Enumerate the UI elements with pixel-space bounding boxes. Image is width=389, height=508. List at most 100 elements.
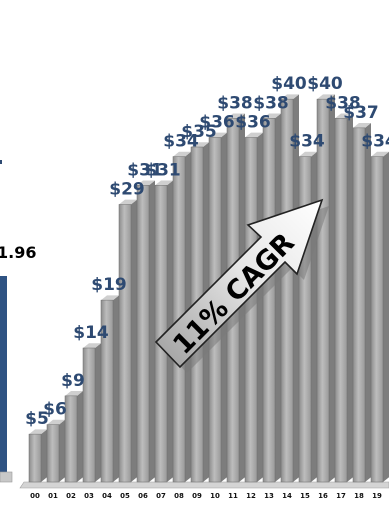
- bar-side: [257, 132, 263, 482]
- data-label-10: $36: [199, 112, 235, 132]
- data-label-07: $31: [145, 160, 181, 180]
- chart-floor: [19, 481, 389, 489]
- bar-side: [365, 123, 371, 483]
- bar-top: [29, 429, 47, 435]
- bar-15: [298, 151, 317, 483]
- bar-side: [383, 151, 389, 482]
- data-label-18: $37: [343, 103, 379, 123]
- x-tick-09: 09: [192, 492, 202, 500]
- bar-front: [136, 185, 150, 483]
- bar-front: [280, 98, 294, 483]
- bar-front: [334, 118, 348, 483]
- bar-19: [370, 151, 389, 483]
- data-label-09: $35: [181, 122, 217, 142]
- bar-14: [280, 94, 299, 483]
- bar-side: [293, 94, 299, 482]
- bar-top: [245, 132, 263, 138]
- bar-front: [370, 156, 384, 483]
- side-panel-bar-base: [0, 471, 13, 483]
- bar-06: [136, 180, 155, 483]
- bar-top: [317, 94, 335, 100]
- x-tick-18: 18: [354, 492, 364, 500]
- bar-top: [209, 132, 227, 138]
- bar-front: [28, 433, 42, 483]
- x-tick-00: 00: [30, 492, 40, 500]
- x-tick-13: 13: [264, 492, 274, 500]
- x-tick-06: 06: [138, 492, 148, 500]
- bar-16: [316, 94, 335, 483]
- bar-front: [316, 98, 330, 483]
- bar-03: [82, 343, 101, 483]
- bar-top: [137, 180, 155, 186]
- bar-side: [347, 113, 353, 482]
- side-panel-value-label: 1.96: [0, 243, 36, 262]
- bar-top: [299, 151, 317, 157]
- bar-top: [371, 151, 389, 157]
- bar-01: [46, 419, 65, 483]
- bar-top: [47, 419, 65, 425]
- bar-18: [352, 123, 371, 483]
- x-tick-17: 17: [336, 492, 346, 500]
- data-label-05: $29: [109, 179, 145, 199]
- side-panel-bar: [0, 276, 7, 482]
- data-label-04: $19: [91, 275, 127, 295]
- data-label-06: $31: [127, 160, 163, 180]
- data-label-15: $34: [289, 132, 325, 152]
- bar-front: [100, 299, 114, 483]
- bar-top: [335, 113, 353, 119]
- bar-side: [131, 199, 137, 482]
- data-label-01: $6: [43, 400, 67, 420]
- x-tick-14: 14: [282, 492, 292, 500]
- x-tick-12: 12: [246, 492, 256, 500]
- x-tick-10: 10: [210, 492, 220, 500]
- cagr-arrow-icon: [154, 198, 324, 369]
- data-labels: $5$6$9$14$19$29$31$31$34$35$36$38$36$38$…: [25, 74, 389, 429]
- x-tick-07: 07: [156, 492, 166, 500]
- x-tick-16: 16: [318, 492, 328, 500]
- bar-top: [227, 113, 245, 119]
- data-label-19: $34: [361, 132, 389, 152]
- bar-side: [59, 419, 65, 482]
- bar-00: [28, 429, 47, 483]
- bar-top: [263, 113, 281, 119]
- x-tick-11: 11: [228, 492, 238, 500]
- data-label-03: $14: [73, 323, 109, 343]
- bar-front: [82, 347, 96, 483]
- bar-top: [83, 343, 101, 348]
- bar-front: [352, 127, 366, 483]
- x-axis: 00 01 02 03 04 05 06 07 08 09 10 11 12 13 14 15 16 17 18 19: [30, 492, 382, 500]
- data-label-12: $36: [235, 112, 271, 132]
- bar-top: [191, 142, 209, 147]
- bar-side: [149, 180, 155, 482]
- bar-top: [101, 295, 119, 301]
- side-panel: 1.96: [0, 160, 36, 483]
- bar-04: [100, 295, 119, 483]
- x-tick-05: 05: [120, 492, 130, 500]
- bar-side: [275, 113, 281, 482]
- data-label-08: $34: [163, 132, 199, 152]
- bar-top: [65, 391, 83, 396]
- bar-top: [281, 94, 299, 100]
- bar-front: [64, 395, 78, 483]
- bar-front: [46, 424, 60, 483]
- x-tick-03: 03: [84, 492, 94, 500]
- bar-side: [113, 295, 119, 482]
- data-label-02: $9: [61, 371, 85, 391]
- data-label-17: $38: [325, 93, 361, 113]
- data-label-16: $40: [307, 74, 343, 94]
- data-label-14: $40: [271, 74, 307, 94]
- data-label-13: $38: [253, 93, 289, 113]
- bar-top: [353, 123, 371, 128]
- bar-front: [262, 118, 276, 483]
- bar-top: [173, 151, 191, 157]
- bar-top: [119, 199, 137, 205]
- bar-top: [155, 180, 173, 186]
- bar-side: [77, 391, 83, 482]
- side-panel-dash: [0, 160, 2, 164]
- x-tick-15: 15: [300, 492, 310, 500]
- data-label-00: $5: [25, 409, 49, 429]
- bar-13: [262, 113, 281, 483]
- x-tick-08: 08: [174, 492, 184, 500]
- bar-17: [334, 113, 353, 483]
